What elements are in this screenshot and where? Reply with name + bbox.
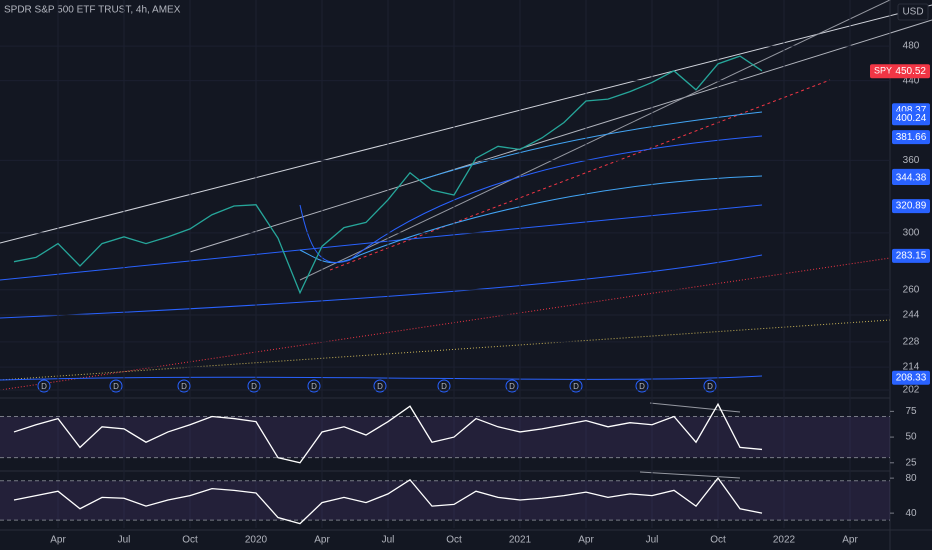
trendline bbox=[329, 79, 831, 271]
x-tick-label: Apr bbox=[50, 535, 66, 546]
y-tick-label: 244 bbox=[903, 310, 920, 321]
y-tick-label: 50 bbox=[905, 432, 917, 443]
dividend-badge bbox=[109, 379, 123, 393]
last-price-badge bbox=[870, 64, 930, 79]
price-badge-label: 400.24 bbox=[896, 113, 927, 124]
last-price-name: SPY bbox=[874, 66, 892, 76]
x-tick-label: Jul bbox=[382, 535, 395, 546]
y-tick-label: 440 bbox=[903, 75, 920, 86]
last-price-value: 450.52 bbox=[895, 66, 926, 77]
dividend-badge bbox=[569, 379, 583, 393]
y-tick-label: 80 bbox=[905, 473, 917, 484]
x-tick-label: 2022 bbox=[773, 535, 796, 546]
x-tick-label: Jul bbox=[118, 535, 131, 546]
moving-average bbox=[299, 135, 763, 264]
dividend-label: D bbox=[639, 382, 645, 391]
dividend-label: D bbox=[181, 382, 187, 391]
trendline bbox=[189, 19, 932, 253]
trendline bbox=[0, 4, 932, 244]
y-tick-label: 480 bbox=[903, 41, 920, 52]
price-badge bbox=[892, 130, 930, 145]
dividend-badge bbox=[505, 379, 519, 393]
x-tick-label: Jul bbox=[646, 535, 659, 546]
dividend-badge bbox=[437, 379, 451, 393]
x-tick-label: Apr bbox=[578, 535, 594, 546]
price-badge bbox=[892, 370, 930, 385]
series-line bbox=[13, 477, 763, 525]
dividend-label: D bbox=[509, 382, 515, 391]
dividend-label: D bbox=[251, 382, 257, 391]
price-badge bbox=[892, 248, 930, 263]
dividend-badge bbox=[373, 379, 387, 393]
series-line bbox=[13, 402, 763, 464]
dividend-label: D bbox=[573, 382, 579, 391]
dividend-label: D bbox=[113, 382, 119, 391]
y-tick-label: 214 bbox=[903, 362, 920, 373]
dividend-label: D bbox=[441, 382, 447, 391]
dividend-badge bbox=[703, 379, 717, 393]
dividend-badge bbox=[37, 379, 51, 393]
price-badge-label: 381.66 bbox=[896, 132, 927, 143]
y-tick-label: 25 bbox=[905, 457, 917, 468]
y-tick-label: 202 bbox=[903, 385, 920, 396]
divergence-line bbox=[639, 471, 741, 479]
trendline bbox=[299, 0, 892, 281]
price-badge-label: 408.37 bbox=[896, 105, 927, 116]
dividend-badge bbox=[635, 379, 649, 393]
moving-average bbox=[0, 375, 763, 381]
moving-average bbox=[299, 175, 763, 264]
price-badge bbox=[892, 111, 930, 126]
dividend-label: D bbox=[41, 382, 47, 391]
x-tick-label: Apr bbox=[842, 535, 858, 546]
y-tick-label: 75 bbox=[905, 406, 917, 417]
y-tick-label: 300 bbox=[903, 227, 920, 238]
y-tick-label: 228 bbox=[903, 337, 920, 348]
price-badge-label: 320.89 bbox=[896, 201, 927, 212]
symbol-title: SPDR S&P 500 ETF TRUST, 4h, AMEX bbox=[4, 5, 181, 16]
dividend-badge bbox=[247, 379, 261, 393]
dividend-label: D bbox=[377, 382, 383, 391]
price-badge-label: 344.38 bbox=[896, 173, 927, 184]
currency[interactable]: USD bbox=[902, 7, 923, 18]
price-badge bbox=[892, 199, 930, 214]
moving-average bbox=[0, 254, 763, 319]
level-band bbox=[0, 480, 890, 521]
level-band bbox=[0, 416, 890, 458]
x-tick-label: 2021 bbox=[509, 535, 532, 546]
dividend-label: D bbox=[707, 382, 713, 391]
x-tick-label: Apr bbox=[314, 535, 330, 546]
y-tick-label: 260 bbox=[903, 284, 920, 295]
currency-box[interactable] bbox=[897, 3, 929, 21]
price-badge bbox=[892, 171, 930, 186]
dividend-badge bbox=[177, 379, 191, 393]
dividend-label: D bbox=[311, 382, 317, 391]
x-tick-label: 2020 bbox=[245, 535, 268, 546]
y-tick-label: 40 bbox=[905, 508, 917, 519]
x-tick-label: Oct bbox=[710, 535, 726, 546]
series-line bbox=[13, 55, 763, 295]
x-tick-label: Oct bbox=[182, 535, 198, 546]
y-tick-label: 360 bbox=[903, 155, 920, 166]
dividend-badge bbox=[307, 379, 321, 393]
x-tick-label: Oct bbox=[446, 535, 462, 546]
price-badge-label: 208.33 bbox=[896, 372, 927, 383]
price-badge-label: 283.15 bbox=[896, 250, 927, 261]
divergence-line bbox=[649, 402, 741, 413]
